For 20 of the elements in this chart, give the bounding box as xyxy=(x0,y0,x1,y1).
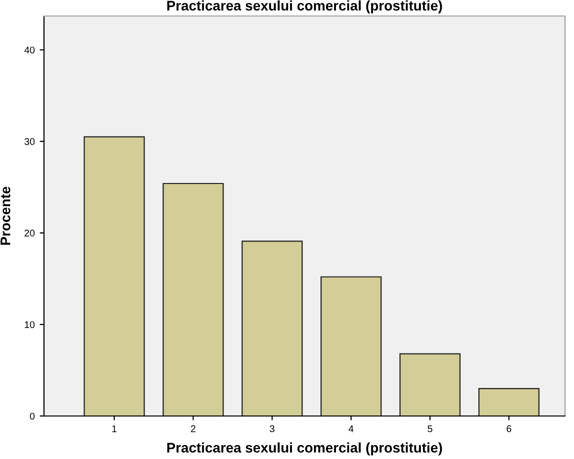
y-axis-title: Procente xyxy=(0,186,10,245)
chart-title: Practicarea sexului comercial (prostitutie) xyxy=(167,0,442,14)
y-tick-label: 10 xyxy=(24,321,35,328)
bar xyxy=(84,136,145,416)
bar xyxy=(399,353,461,416)
x-axis-title: Practicarea sexului comercial (prostitutie) xyxy=(167,442,442,456)
bar xyxy=(320,276,382,416)
x-tick-label: 6 xyxy=(506,425,512,432)
x-tick-label: 4 xyxy=(348,425,354,432)
y-tick-label: 40 xyxy=(24,46,35,54)
x-tick-label: 2 xyxy=(190,425,196,432)
x-tick-label: 3 xyxy=(270,425,274,432)
x-tick-label: 5 xyxy=(428,425,432,432)
x-tick-label: 1 xyxy=(112,425,116,432)
bar xyxy=(242,240,303,416)
bar xyxy=(162,182,224,416)
y-tick-label: 20 xyxy=(24,230,35,237)
y-tick-label: 30 xyxy=(24,138,35,146)
bar xyxy=(478,388,540,416)
y-tick-label: 0 xyxy=(30,412,35,420)
